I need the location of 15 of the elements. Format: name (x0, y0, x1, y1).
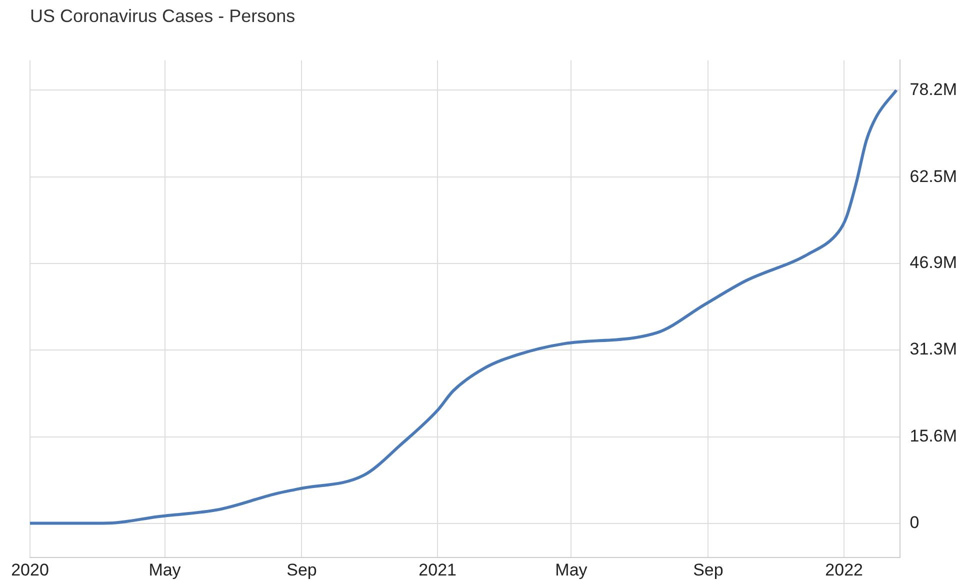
y-tick-label: 62.5M (910, 166, 957, 186)
y-tick-label: 31.3M (910, 340, 957, 359)
y-tick-label: 78.2M (910, 80, 957, 99)
y-tick-label: 46.9M (910, 253, 957, 272)
y-tick-label: 0 (910, 512, 920, 532)
x-tick-label: Sep (693, 560, 724, 580)
x-tick-label: Sep (286, 560, 317, 580)
x-tick-label: 2022 (825, 560, 863, 580)
x-tick-label: 2021 (418, 560, 457, 580)
line-series (30, 88, 898, 525)
x-tick-label: 2020 (11, 560, 49, 580)
chart-title: US Coronavirus Cases - Persons (30, 6, 296, 27)
x-tick-label: May (148, 560, 182, 580)
x-tick-label: May (555, 560, 588, 580)
y-tick-label: 15.6M (910, 426, 957, 446)
